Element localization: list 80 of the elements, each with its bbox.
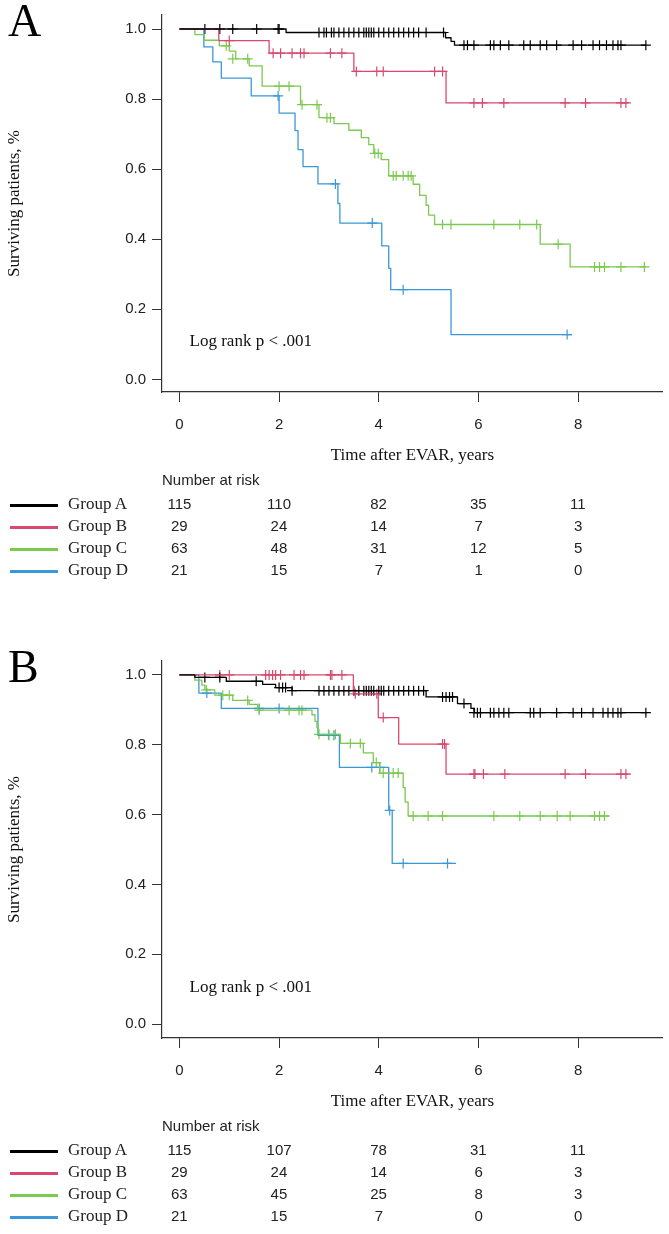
text: 21 (170, 1207, 188, 1224)
text: 11 (570, 495, 586, 512)
text: 63 (170, 1185, 188, 1202)
y-tick-label: 0.4 (125, 229, 146, 247)
legend-label: Group B (68, 1162, 128, 1182)
y-tick-label: 0.8 (125, 89, 146, 107)
text: 31 (469, 1141, 487, 1158)
text: 107 (266, 1141, 292, 1158)
y-tick-label: 0.0 (125, 369, 146, 387)
x-tick-label: 0 (175, 415, 184, 433)
x-tick-label: 6 (474, 415, 483, 433)
y-tick-label: 0.2 (125, 944, 146, 962)
text: 14 (370, 1163, 387, 1180)
legend-label: Group D (68, 1206, 128, 1226)
text: 63 (170, 539, 188, 556)
text: 29 (170, 1163, 188, 1180)
text: 0 (574, 1207, 583, 1224)
x-tick-label: 6 (474, 1061, 483, 1079)
text: 31 (370, 539, 387, 556)
annotation: Log rank p < .001 (189, 330, 312, 350)
y-axis-title: Surviving patients, % (3, 776, 23, 923)
x-axis-title: Time after EVAR, years (330, 445, 495, 465)
y-tick-label: 0.0 (125, 1014, 146, 1032)
text: 24 (270, 517, 288, 534)
legend-label: Group C (68, 1184, 128, 1204)
chart-title: B (8, 640, 39, 693)
text: Number at risk (162, 471, 260, 488)
legend-label: Group C (68, 538, 128, 558)
text: 48 (270, 539, 288, 556)
text: 8 (474, 1185, 483, 1202)
x-tick-label: 4 (374, 1061, 383, 1079)
legend-label: Group A (68, 494, 128, 514)
text: 21 (170, 561, 188, 578)
chart-title: A (8, 0, 42, 47)
x-tick-label: 2 (274, 415, 284, 433)
annotation: Log rank p < .001 (189, 976, 312, 996)
y-tick-label: 0.6 (125, 804, 146, 822)
text: 45 (270, 1185, 288, 1202)
y-tick-label: 0.6 (125, 159, 146, 177)
text: 3 (574, 1185, 583, 1202)
text: 7 (474, 517, 483, 534)
x-tick-label: 4 (374, 415, 383, 433)
text: Number at risk (162, 1117, 260, 1134)
text: 1 (474, 561, 483, 578)
text: 82 (370, 495, 387, 512)
x-axis-title: Time after EVAR, years (330, 1091, 495, 1111)
y-tick-label: 1.0 (125, 19, 146, 37)
text: 7 (374, 561, 384, 578)
text: 3 (574, 1163, 583, 1180)
y-tick-label: 1.0 (125, 665, 146, 683)
legend-label: Group D (68, 560, 128, 580)
legend-label: Group B (68, 516, 128, 536)
text: 0 (574, 561, 583, 578)
text: 115 (167, 1141, 192, 1158)
text: 35 (469, 495, 487, 512)
text: 5 (574, 539, 583, 556)
x-tick-label: 2 (274, 1061, 284, 1079)
y-axis-title: Surviving patients, % (3, 130, 23, 277)
text: 11 (570, 1141, 586, 1158)
text: 12 (469, 539, 487, 556)
text: 7 (374, 1207, 384, 1224)
y-tick-label: 0.2 (125, 299, 146, 317)
x-tick-label: 8 (573, 415, 583, 433)
text: 24 (270, 1163, 288, 1180)
text: 6 (474, 1163, 483, 1180)
text: 3 (574, 517, 583, 534)
text: 115 (167, 495, 192, 512)
y-tick-label: 0.8 (125, 734, 146, 752)
text: 0 (474, 1207, 483, 1224)
text: 110 (267, 495, 292, 512)
text: 78 (370, 1141, 387, 1158)
x-tick-label: 8 (573, 1061, 583, 1079)
y-tick-label: 0.4 (125, 874, 146, 892)
text: 29 (170, 517, 188, 534)
text: 15 (270, 561, 288, 578)
text: 25 (370, 1185, 387, 1202)
x-tick-label: 0 (175, 1061, 184, 1079)
text: 15 (270, 1207, 288, 1224)
text: 14 (370, 517, 387, 534)
legend-label: Group A (68, 1140, 128, 1160)
